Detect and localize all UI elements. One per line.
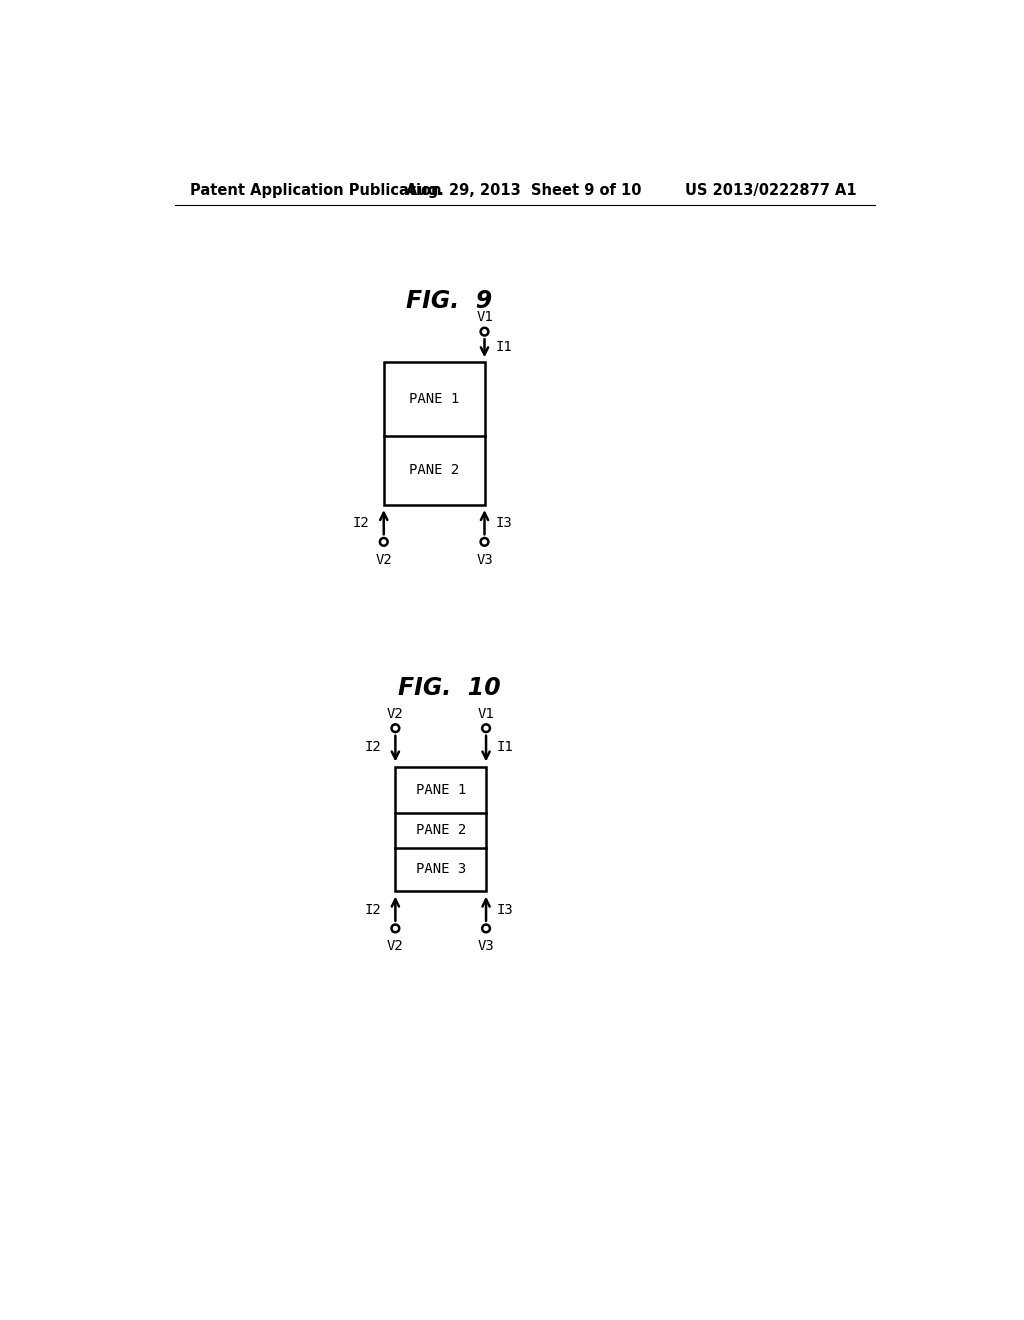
Text: Aug. 29, 2013  Sheet 9 of 10: Aug. 29, 2013 Sheet 9 of 10 bbox=[406, 183, 641, 198]
Text: V2: V2 bbox=[387, 706, 403, 721]
Text: V3: V3 bbox=[476, 553, 493, 566]
Text: I2: I2 bbox=[365, 903, 381, 917]
Text: PANE 3: PANE 3 bbox=[416, 862, 466, 876]
Text: V1: V1 bbox=[477, 706, 495, 721]
Bar bbox=[395, 767, 486, 891]
Text: FIG.  9: FIG. 9 bbox=[407, 289, 493, 313]
Text: PANE 2: PANE 2 bbox=[416, 824, 466, 837]
Text: FIG.  10: FIG. 10 bbox=[398, 676, 501, 700]
Text: V2: V2 bbox=[387, 940, 403, 953]
Text: PANE 2: PANE 2 bbox=[409, 463, 459, 478]
Text: V2: V2 bbox=[376, 553, 392, 566]
Text: V1: V1 bbox=[476, 310, 493, 323]
Text: PANE 1: PANE 1 bbox=[409, 392, 459, 407]
Text: Patent Application Publication: Patent Application Publication bbox=[190, 183, 441, 198]
Text: I3: I3 bbox=[496, 516, 512, 531]
Bar bbox=[384, 363, 484, 506]
Text: I2: I2 bbox=[365, 741, 381, 755]
Text: I1: I1 bbox=[496, 341, 512, 354]
Text: I3: I3 bbox=[497, 903, 514, 917]
Text: PANE 1: PANE 1 bbox=[416, 783, 466, 797]
Text: US 2013/0222877 A1: US 2013/0222877 A1 bbox=[685, 183, 856, 198]
Text: I2: I2 bbox=[353, 516, 370, 531]
Text: I1: I1 bbox=[497, 741, 514, 755]
Text: V3: V3 bbox=[477, 940, 495, 953]
